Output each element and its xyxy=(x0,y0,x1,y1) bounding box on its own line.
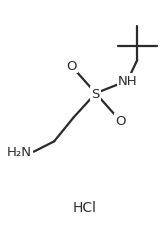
Text: H₂N: H₂N xyxy=(7,146,32,158)
Text: O: O xyxy=(115,115,125,128)
Text: O: O xyxy=(66,60,76,73)
Text: S: S xyxy=(92,87,100,100)
Text: HCl: HCl xyxy=(73,200,97,214)
Text: NH: NH xyxy=(118,75,137,88)
